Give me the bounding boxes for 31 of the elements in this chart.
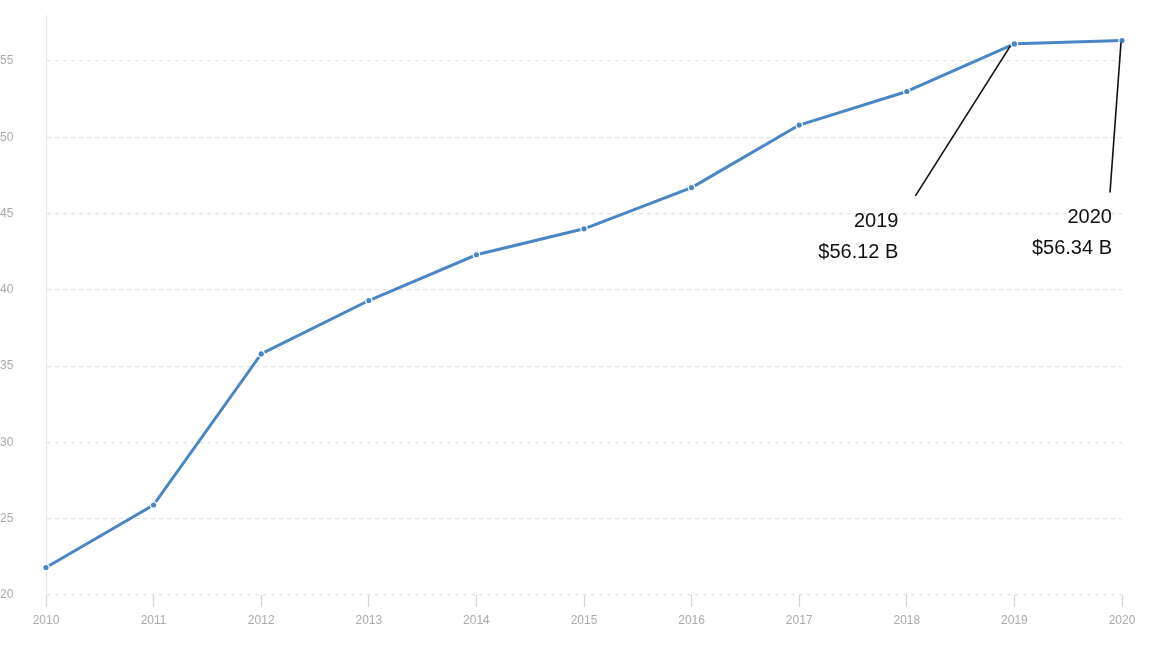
y-tick-label: 50: [0, 129, 14, 144]
x-tick-label: 2011: [140, 612, 167, 627]
point: [365, 296, 373, 305]
y-tick-label: 35: [0, 358, 14, 373]
x-tick-label: 2012: [247, 612, 275, 627]
point: [42, 563, 50, 572]
y-tick-label: 55: [0, 53, 14, 68]
x-tick-label: 2016: [678, 612, 706, 627]
annotation: 2020 $56.34 B: [1031, 204, 1112, 258]
y-tick-label: 45: [0, 205, 14, 220]
point: [149, 501, 158, 509]
point: [795, 121, 803, 129]
y-tick-label: 20: [0, 587, 14, 602]
point: [472, 250, 481, 259]
point: [1010, 40, 1019, 48]
x-tick-label: 2013: [355, 612, 383, 627]
point: [580, 225, 588, 233]
x-tick-label: 2010: [32, 612, 60, 627]
annotation: 2019 $56.12 B: [818, 208, 899, 262]
point: [687, 183, 696, 192]
y-tick-label: 30: [0, 434, 14, 449]
x-tick-label: 2019: [1001, 612, 1029, 627]
x-tick-label: 2014: [463, 612, 491, 627]
x-tick-label: 2015: [570, 612, 598, 627]
x-tick-label: 2018: [893, 612, 921, 627]
x-tick-label: 2020: [1108, 612, 1136, 627]
point: [903, 87, 911, 96]
x-tick-label: 2017: [785, 612, 813, 627]
y-tick-label: 40: [0, 282, 14, 297]
point: [257, 350, 265, 358]
y-tick-label: 25: [0, 511, 14, 526]
